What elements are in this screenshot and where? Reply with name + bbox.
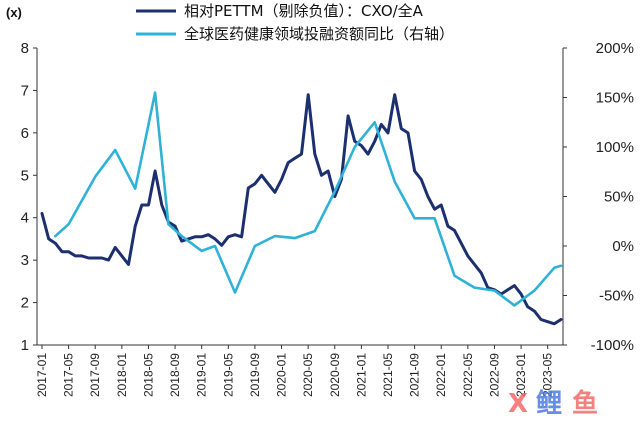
left-y-axis: 1 2 3 4 5 6 7 8 (21, 40, 38, 354)
x-tick-label: 2022-09 (487, 353, 501, 397)
left-tick-label: 8 (21, 40, 29, 57)
legend: 相对PETTM（剔除负值）：CXO/全A 全球医药健康领域投融资额同比（右轴） (136, 2, 454, 43)
x-tick-label: 2021-09 (408, 353, 422, 397)
x-tick-label: 2023-01 (514, 353, 528, 397)
x-tick-label: 2019-01 (195, 353, 209, 397)
x-tick-label: 2023-05 (541, 353, 555, 397)
x-tick-label: 2017-01 (35, 353, 49, 397)
x-tick-label: 2017-05 (62, 353, 76, 397)
x-tick-label: 2021-05 (381, 353, 395, 397)
x-tick-label: 2019-05 (221, 353, 235, 397)
x-tick-label: 2022-05 (461, 353, 475, 397)
x-axis: 2017-01 2017-05 2017-09 2018-01 2018-05 2018-… (35, 344, 563, 397)
series-line-2 (53, 91, 563, 307)
series-layer (40, 91, 563, 326)
right-tick-label: -50% (599, 288, 634, 305)
watermark-char-2: 鲤 (536, 389, 562, 419)
right-tick-label: 150% (596, 90, 634, 107)
left-tick-label: 7 (21, 82, 29, 99)
left-tick-label: 5 (21, 167, 29, 184)
left-tick-label: 6 (21, 125, 29, 142)
legend-label-series-1: 相对PETTM（剔除负值）：CXO/全A (184, 2, 424, 20)
x-tick-label: 2020-09 (328, 353, 342, 397)
watermark-char-3: 鱼 (572, 389, 598, 419)
x-tick-label: 2022-01 (434, 353, 448, 397)
right-tick-label: 100% (596, 139, 634, 156)
right-tick-label: 50% (604, 189, 634, 206)
x-tick-label: 2017-09 (88, 353, 102, 397)
left-tick-label: 2 (21, 295, 29, 312)
x-tick-label: 2018-05 (141, 353, 155, 397)
watermark: X 鲤 鱼 (508, 389, 598, 419)
left-tick-label: 4 (21, 210, 29, 227)
right-tick-label: 0% (612, 238, 634, 255)
x-tick-label: 2020-01 (275, 353, 289, 397)
x-tick-label: 2020-05 (301, 353, 315, 397)
x-tick-label: 2018-01 (115, 353, 129, 397)
x-tick-label: 2019-09 (248, 353, 262, 397)
series-line-1 (40, 93, 563, 326)
left-tick-label: 3 (21, 252, 29, 269)
right-y-axis: -100% -50% 0% 50% 100% 150% 200% (562, 40, 634, 354)
x-tick-label: 2021-01 (354, 353, 368, 397)
right-tick-label: 200% (596, 40, 634, 57)
x-tick-label: 2018-09 (168, 353, 182, 397)
legend-label-series-2: 全球医药健康领域投融资额同比（右轴） (184, 25, 454, 43)
watermark-char-1: X (508, 389, 528, 419)
y-unit-label: (x) (6, 5, 22, 20)
right-tick-label: -100% (591, 337, 634, 354)
left-tick-label: 1 (21, 337, 29, 354)
